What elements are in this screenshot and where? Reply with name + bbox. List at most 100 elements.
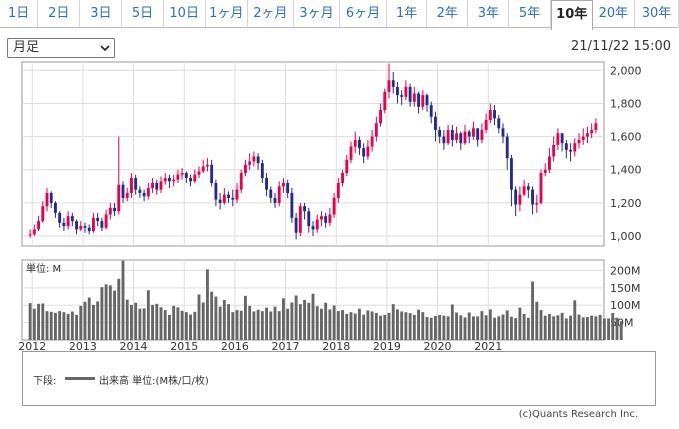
volume-bar [535, 301, 539, 340]
tab-7[interactable]: 2ヶ月 [247, 0, 294, 28]
candle-body [480, 129, 484, 140]
candle-body [104, 214, 108, 228]
candle-body [328, 214, 332, 223]
candle-body [54, 202, 57, 213]
tab-2[interactable]: 2日 [38, 0, 81, 28]
candle-body [252, 156, 256, 162]
candle-body [539, 173, 543, 203]
volume-tick-label: 100M [610, 299, 641, 312]
volume-bar [41, 303, 45, 340]
x-tick-label: 2018 [322, 340, 350, 350]
volume-bar [586, 317, 589, 340]
candle-body [151, 183, 154, 188]
volume-bar [311, 293, 315, 340]
volume-bar [332, 305, 336, 340]
volume-bar [320, 308, 323, 340]
candle-body [273, 197, 277, 203]
volume-bar [142, 308, 146, 340]
volume-bar [146, 290, 150, 340]
x-tick-label: 2015 [170, 340, 198, 350]
volume-bar [518, 307, 522, 340]
period-select[interactable]: 月足 [7, 38, 115, 58]
volume-bar [434, 316, 437, 340]
volume-bar [206, 269, 209, 340]
volume-bar [560, 312, 564, 340]
tab-10[interactable]: 1年 [387, 0, 428, 28]
volume-bar [362, 314, 366, 340]
volume-bar [282, 298, 285, 340]
candle-body [184, 173, 188, 179]
candle-body [62, 222, 66, 227]
volume-bar [349, 312, 353, 340]
volume-bar [252, 311, 256, 340]
candle-body [282, 183, 285, 187]
volume-bar [70, 311, 74, 340]
volume-bar [134, 302, 138, 340]
tab-4[interactable]: 5日 [122, 0, 164, 28]
candle-body [514, 189, 518, 205]
volume-bar [273, 306, 277, 340]
volume-bar [539, 310, 543, 340]
candle-body [125, 192, 129, 198]
volume-bar [531, 281, 534, 340]
candle-body [434, 116, 437, 130]
volume-bar [184, 312, 188, 340]
volume-bar [594, 316, 598, 340]
tab-11[interactable]: 2年 [427, 0, 469, 28]
tab-6[interactable]: 1ヶ月 [205, 0, 248, 28]
volume-bar [522, 313, 526, 340]
tab-8[interactable]: 3ヶ月 [293, 0, 340, 28]
candle-body [206, 164, 209, 167]
volume-bar [577, 314, 581, 340]
volume-bar [374, 312, 378, 340]
candle-body [294, 217, 298, 233]
volume-bar [303, 300, 306, 340]
candle-body [117, 184, 121, 212]
volume-bar [505, 310, 509, 340]
x-tick-label: 2013 [69, 340, 97, 350]
price-plot-frame [21, 61, 605, 247]
candle-body [168, 178, 171, 182]
tab-14[interactable]: 10年 [550, 0, 593, 30]
volume-bar [412, 314, 416, 340]
tab-3[interactable]: 3日 [80, 0, 123, 28]
tab-15[interactable]: 20年 [592, 0, 635, 28]
volume-bar [472, 316, 475, 340]
tab-12[interactable]: 3年 [468, 0, 510, 28]
volume-bar [286, 308, 290, 340]
volume-bar [298, 304, 302, 340]
volume-bar [87, 297, 91, 340]
candle-body [269, 189, 273, 198]
tab-1[interactable]: 1日 [0, 0, 39, 28]
volume-bar [121, 260, 125, 340]
candle-body [189, 178, 192, 182]
tab-9[interactable]: 6ヶ月 [339, 0, 387, 28]
volume-bar [180, 310, 184, 340]
volume-tick-label: 150M [610, 282, 641, 295]
volume-bar [569, 315, 572, 340]
x-tick-label: 2017 [272, 340, 300, 350]
volume-bar [421, 312, 425, 340]
candle-body [560, 133, 564, 144]
period-tabs: 1日 2日 3日 5日 10日 1ヶ月 2ヶ月 3ヶ月 6ヶ月 1年 2年 3年 5年 10年 20年 30年 [0, 0, 679, 30]
tab-5[interactable]: 10日 [163, 0, 206, 28]
volume-bar [62, 312, 66, 340]
candle-body [459, 133, 463, 144]
tab-13[interactable]: 5年 [509, 0, 551, 28]
candle-body [564, 143, 568, 150]
candle-body [341, 173, 344, 184]
volume-bar [159, 307, 163, 340]
volume-bar [602, 318, 606, 340]
volume-bar [100, 287, 104, 340]
volume-bar [328, 309, 332, 340]
volume-bar [83, 301, 87, 340]
candle-body [501, 128, 505, 137]
candle-body [248, 161, 252, 165]
candle-body [193, 174, 197, 182]
volume-bar [130, 304, 133, 340]
candle-body [379, 110, 382, 124]
candle-body [176, 174, 180, 180]
candle-body [138, 189, 142, 193]
candle-body [472, 128, 475, 137]
volume-bar [315, 306, 319, 340]
